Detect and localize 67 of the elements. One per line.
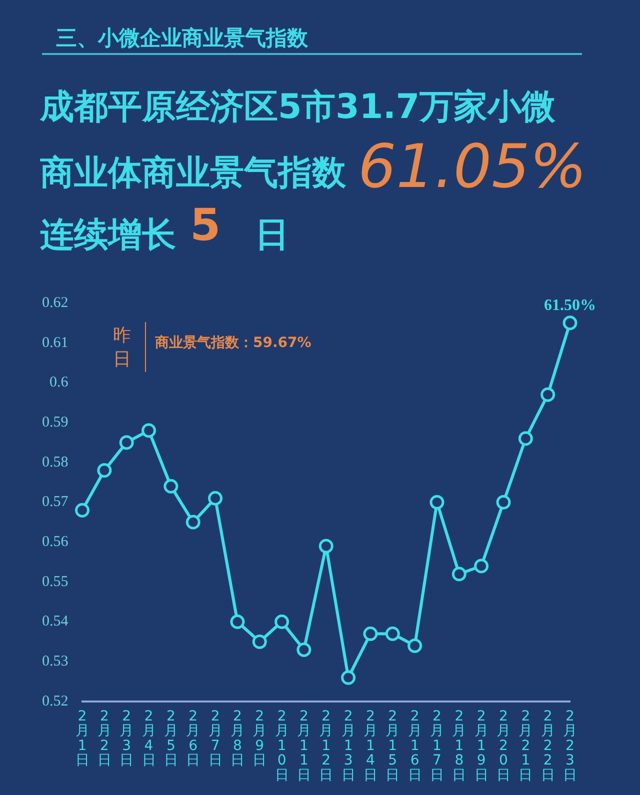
y-tick-label: 0.52	[42, 693, 68, 710]
x-tick-label: 2月12日	[319, 708, 334, 784]
text: 连续增长	[40, 214, 176, 257]
point	[318, 538, 334, 554]
point	[408, 638, 422, 653]
x-tick-label: 2月9日	[252, 708, 267, 769]
point	[452, 566, 466, 582]
point	[385, 626, 400, 642]
x-tick-label: 2月8日	[230, 708, 244, 769]
x-tick-label: 2月14日	[363, 708, 378, 784]
x-tick-label: 2月10日	[274, 708, 289, 784]
y-tick-label: 0.58	[42, 454, 68, 470]
point	[252, 634, 267, 649]
x-tick-label: 2月18日	[452, 708, 466, 784]
y-tick-label: 0.55	[42, 574, 68, 590]
x-tick-label: 2月16日	[408, 708, 422, 784]
annotation: 商业景气指数：59.67%	[155, 334, 312, 352]
x-tick-label: 2月2日	[97, 708, 112, 769]
text: 5	[190, 200, 221, 251]
x-tick-label: 2月22日	[540, 708, 555, 784]
point	[518, 431, 533, 446]
x-tick-label: 2月4日	[142, 708, 156, 769]
point	[274, 614, 290, 630]
y-tick-label: 0.56	[42, 534, 69, 550]
point	[474, 558, 489, 574]
text: 日	[255, 214, 289, 257]
y-tick-label: 0.54	[42, 614, 69, 630]
chart-title: 三、小微企业商业景气指数	[56, 25, 308, 52]
text: 商业体商业景气指数	[40, 152, 346, 195]
point	[540, 387, 556, 402]
x-tick-label: 2月23日	[563, 708, 577, 784]
x-tick-label: 2月5日	[164, 708, 178, 769]
point	[496, 495, 511, 510]
point	[230, 614, 245, 630]
point	[119, 435, 134, 450]
y-tick-label: 0.59	[42, 414, 68, 430]
x-tick-label: 2月13日	[341, 708, 356, 784]
point	[142, 423, 156, 438]
x-tick-label: 2月11日	[296, 708, 311, 784]
point	[363, 626, 378, 642]
data-label: 61.50%	[544, 297, 596, 314]
point	[75, 502, 90, 518]
x-tick-label: 2月3日	[120, 708, 134, 769]
point	[341, 670, 356, 685]
point	[430, 495, 444, 510]
y-tick-label: 0.61	[42, 334, 68, 351]
x-tick-label: 2月20日	[496, 708, 510, 784]
x-tick-label: 2月17日	[430, 708, 444, 784]
x-tick-label: 2月1日	[75, 708, 90, 769]
y-tick-label: 0.6	[50, 374, 69, 391]
point	[296, 642, 312, 657]
annotation: 昨日	[113, 324, 132, 372]
point	[208, 491, 223, 506]
text: 61.05%	[358, 132, 587, 202]
y-tick-label: 0.53	[42, 654, 68, 670]
x-tick-label: 2月21日	[518, 708, 533, 784]
x-tick-label: 2月19日	[474, 708, 488, 784]
y-tick-label: 0.57	[42, 494, 69, 510]
point	[562, 316, 578, 330]
point	[186, 514, 200, 530]
x-tick-label: 2月7日	[208, 708, 222, 769]
text: 成都平原经济区5市31.7万家小微	[40, 86, 556, 129]
point	[164, 479, 178, 494]
x-tick-label: 2月15日	[386, 708, 400, 784]
point	[97, 463, 112, 478]
y-tick-label: 0.62	[42, 294, 68, 311]
x-tick-label: 2月6日	[186, 708, 200, 769]
